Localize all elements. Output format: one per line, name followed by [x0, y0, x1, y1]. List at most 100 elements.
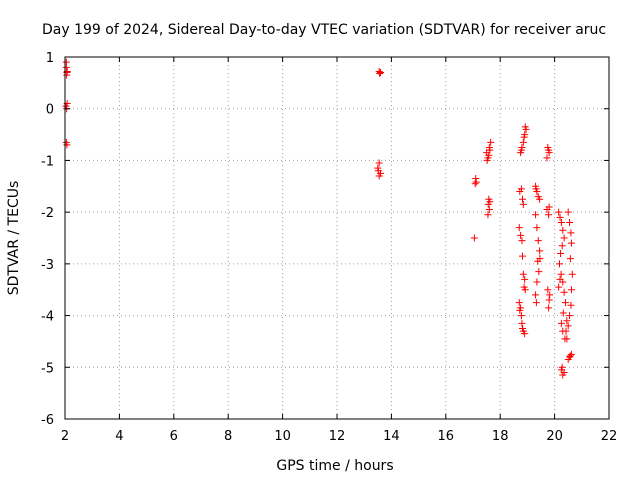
x-tick-label: 18 [492, 429, 509, 444]
data-point [536, 255, 544, 263]
data-point [567, 229, 575, 237]
y-tick-label: -6 [41, 413, 54, 428]
data-point [534, 237, 542, 245]
data-point [536, 195, 544, 203]
data-point [472, 178, 480, 186]
data-point [555, 283, 563, 291]
data-point [518, 319, 526, 327]
data-point [517, 146, 525, 154]
data-point [517, 185, 525, 193]
data-point [557, 250, 565, 258]
data-point [521, 123, 529, 131]
data-point [535, 268, 543, 276]
data-point [515, 224, 523, 232]
data-point [556, 213, 564, 221]
data-point [558, 363, 566, 371]
data-point [566, 218, 574, 226]
data-point [518, 237, 526, 245]
y-tick-label: -3 [41, 258, 54, 273]
data-point [545, 146, 553, 154]
x-tick-label: 22 [601, 429, 618, 444]
data-point [532, 185, 540, 193]
data-point [555, 208, 563, 216]
data-point [470, 234, 478, 242]
data-point [566, 312, 574, 320]
data-point [545, 296, 553, 304]
data-points [62, 58, 576, 379]
data-point [519, 138, 527, 146]
x-tick-label: 12 [329, 429, 346, 444]
data-point [521, 275, 529, 283]
data-point [516, 306, 524, 314]
data-point [544, 286, 552, 294]
data-point [536, 247, 544, 255]
data-point [557, 270, 565, 278]
y-tick-label: -4 [41, 310, 54, 325]
data-point [546, 291, 554, 299]
data-point [564, 208, 572, 216]
x-tick-label: 20 [546, 429, 563, 444]
data-point [567, 350, 575, 358]
data-point [517, 231, 525, 239]
data-point [521, 330, 529, 338]
data-point [485, 195, 493, 203]
data-point [545, 304, 553, 312]
data-point [564, 322, 572, 330]
x-tick-label: 4 [115, 429, 123, 444]
grid [65, 57, 609, 419]
x-tick-label: 10 [274, 429, 291, 444]
data-point [485, 151, 493, 159]
data-point [374, 167, 382, 175]
axis-ticks [64, 56, 610, 420]
data-point [375, 172, 383, 180]
data-point [567, 301, 575, 309]
data-point [560, 368, 568, 376]
data-point [558, 242, 566, 250]
x-tick-label: 6 [170, 429, 178, 444]
y-tick-label: 0 [46, 103, 54, 118]
y-tick-label: -2 [41, 206, 54, 221]
data-point [562, 327, 570, 335]
x-tick-label: 14 [383, 429, 400, 444]
data-point [560, 234, 568, 242]
data-point [519, 195, 527, 203]
data-point [566, 352, 574, 360]
data-point [563, 317, 571, 325]
data-point [519, 325, 527, 332]
y-tick-label: 1 [46, 51, 54, 66]
data-point [485, 206, 493, 214]
data-point [519, 252, 527, 260]
data-point [515, 299, 523, 307]
data-point [532, 291, 540, 299]
data-point [63, 71, 71, 79]
data-point [472, 175, 480, 183]
data-point [556, 275, 564, 283]
x-tick-label: 8 [224, 429, 232, 444]
data-point [560, 288, 568, 296]
data-point [520, 133, 528, 141]
data-point [533, 278, 541, 286]
data-point [62, 63, 70, 71]
data-point [543, 154, 551, 162]
data-point [557, 319, 565, 327]
data-point [545, 211, 553, 219]
data-point [519, 270, 527, 278]
data-point [545, 203, 553, 211]
data-point [517, 312, 525, 320]
data-point [519, 200, 527, 208]
data-point [557, 218, 565, 226]
data-point [532, 211, 540, 219]
data-point [483, 156, 491, 164]
x-tick-labels: 2 4 6 8 10 12 14 16 18 20 22 [61, 429, 617, 444]
chart-title: Day 199 of 2024, Sidereal Day-to-day VTE… [42, 22, 606, 38]
data-point [486, 146, 494, 154]
data-point [375, 159, 383, 167]
y-tick-label: -5 [41, 361, 54, 376]
data-point [484, 211, 492, 219]
data-point [555, 260, 563, 268]
data-point [377, 69, 385, 77]
y-tick-labels: 1 0 -1 -2 -3 -4 -5 -6 [41, 51, 54, 428]
y-tick-label: -1 [41, 154, 54, 169]
x-tick-label: 16 [438, 429, 455, 444]
